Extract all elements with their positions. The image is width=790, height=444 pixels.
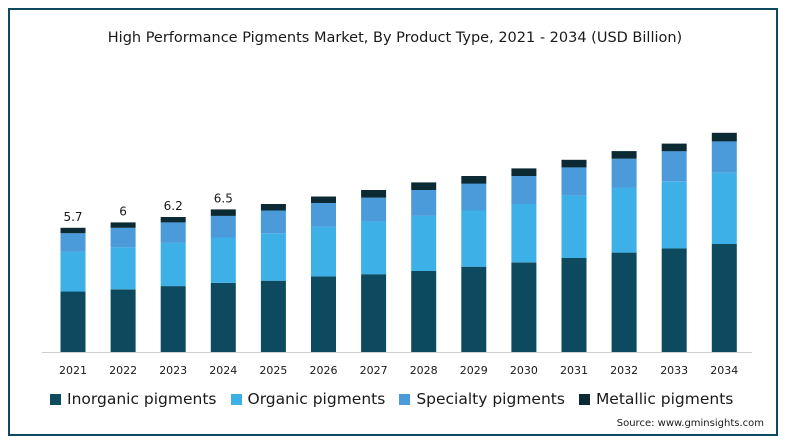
x-tick-label-2029: 2029: [460, 364, 488, 377]
x-tick-label-2034: 2034: [710, 364, 738, 377]
bar-metallic-pigments-2026: [311, 196, 336, 203]
legend-label: Specialty pigments: [416, 390, 565, 408]
bar-organic-pigments-2026: [311, 226, 336, 277]
x-tick-label-2025: 2025: [259, 364, 287, 377]
x-tick-label-2033: 2033: [660, 364, 688, 377]
bar-specialty-pigments-2021: [60, 233, 86, 252]
bar-inorganic-pigments-2032: [611, 252, 637, 352]
total-label-2022: 6: [119, 204, 127, 218]
x-tick-label-2031: 2031: [560, 364, 588, 377]
legend-swatch: [399, 393, 411, 405]
bar-specialty-pigments-2022: [110, 227, 136, 248]
bar-metallic-pigments-2029: [461, 176, 487, 184]
chart-title: High Performance Pigments Market, By Pro…: [107, 30, 683, 46]
bar-inorganic-pigments-2021: [60, 291, 86, 352]
total-label-2024: 6.5: [214, 191, 233, 205]
bar-inorganic-pigments-2024: [210, 282, 236, 352]
legend-swatch: [50, 393, 61, 405]
bar-metallic-pigments-2031: [561, 159, 587, 168]
bar-specialty-pigments-2028: [411, 190, 437, 216]
legend-label: Metallic pigments: [595, 390, 734, 408]
bar-metallic-pigments-2033: [661, 143, 687, 152]
x-tick-label-2026: 2026: [310, 364, 338, 377]
x-tick-label-2027: 2027: [360, 364, 388, 377]
bar-organic-pigments-2033: [661, 181, 687, 249]
bar-organic-pigments-2024: [210, 237, 236, 283]
bar-inorganic-pigments-2033: [661, 248, 687, 352]
x-tick-label-2024: 2024: [209, 364, 237, 377]
bar-inorganic-pigments-2026: [311, 276, 336, 352]
legend-label: Organic pigments: [247, 390, 386, 408]
source-note: Source: www.gminsights.com: [616, 418, 764, 429]
bar-organic-pigments-2025: [260, 233, 286, 281]
bar-metallic-pigments-2034: [711, 132, 737, 142]
bar-inorganic-pigments-2023: [160, 286, 186, 352]
x-tick-label-2030: 2030: [510, 364, 538, 377]
legend-swatch: [578, 393, 590, 405]
legend-item-specialty-pigments: Specialty pigments: [399, 390, 565, 408]
bar-metallic-pigments-2030: [511, 168, 537, 176]
bar-inorganic-pigments-2022: [110, 289, 136, 352]
legend-item-organic-pigments: Organic pigments: [230, 390, 386, 408]
bar-metallic-pigments-2023: [160, 217, 186, 223]
bar-organic-pigments-2029: [461, 210, 487, 267]
bar-inorganic-pigments-2025: [260, 280, 286, 352]
bar-inorganic-pigments-2034: [711, 244, 737, 352]
bar-organic-pigments-2034: [711, 172, 737, 244]
bar-specialty-pigments-2029: [461, 183, 487, 211]
bar-organic-pigments-2032: [611, 187, 637, 253]
bar-specialty-pigments-2034: [711, 141, 737, 173]
bar-metallic-pigments-2021: [60, 227, 86, 234]
chart-frame: [8, 8, 778, 436]
bar-specialty-pigments-2026: [311, 203, 336, 227]
bar-specialty-pigments-2024: [210, 215, 236, 238]
legend-label: Inorganic pigments: [67, 390, 217, 408]
bar-metallic-pigments-2027: [361, 190, 387, 198]
bar-organic-pigments-2021: [60, 251, 86, 292]
x-tick-label-2032: 2032: [610, 364, 638, 377]
x-tick-label-2022: 2022: [109, 364, 137, 377]
bar-inorganic-pigments-2029: [461, 266, 487, 352]
x-tick-label-2028: 2028: [410, 364, 438, 377]
x-tick-label-2021: 2021: [59, 364, 87, 377]
total-label-2021: 5.7: [63, 210, 82, 224]
bar-inorganic-pigments-2028: [411, 271, 437, 352]
legend-swatch: [230, 393, 242, 405]
bar-inorganic-pigments-2031: [561, 258, 587, 352]
x-tick-label-2023: 2023: [159, 364, 187, 377]
bar-inorganic-pigments-2030: [511, 262, 537, 352]
bar-metallic-pigments-2022: [110, 222, 136, 228]
bar-specialty-pigments-2027: [361, 197, 387, 222]
bar-metallic-pigments-2028: [411, 182, 437, 190]
bar-specialty-pigments-2030: [511, 176, 537, 205]
bar-organic-pigments-2028: [411, 215, 437, 271]
bar-metallic-pigments-2032: [611, 151, 637, 159]
bar-specialty-pigments-2031: [561, 167, 587, 196]
bar-inorganic-pigments-2027: [361, 274, 387, 352]
chart-legend: Inorganic pigments Organic pigments Specia…: [50, 388, 747, 410]
bar-organic-pigments-2030: [511, 204, 537, 263]
bar-specialty-pigments-2032: [611, 158, 637, 188]
bar-specialty-pigments-2025: [260, 210, 286, 234]
legend-item-inorganic-pigments: Inorganic pigments: [50, 390, 217, 408]
bar-organic-pigments-2022: [110, 247, 136, 290]
bar-metallic-pigments-2025: [260, 204, 286, 211]
legend-item-metallic-pigments: Metallic pigments: [578, 390, 734, 408]
bar-specialty-pigments-2033: [661, 151, 687, 182]
bar-organic-pigments-2023: [160, 242, 186, 287]
bar-metallic-pigments-2024: [210, 209, 236, 216]
bar-specialty-pigments-2023: [160, 222, 186, 243]
total-label-2023: 6.2: [164, 199, 183, 213]
bar-organic-pigments-2031: [561, 195, 587, 258]
bar-organic-pigments-2027: [361, 221, 387, 275]
